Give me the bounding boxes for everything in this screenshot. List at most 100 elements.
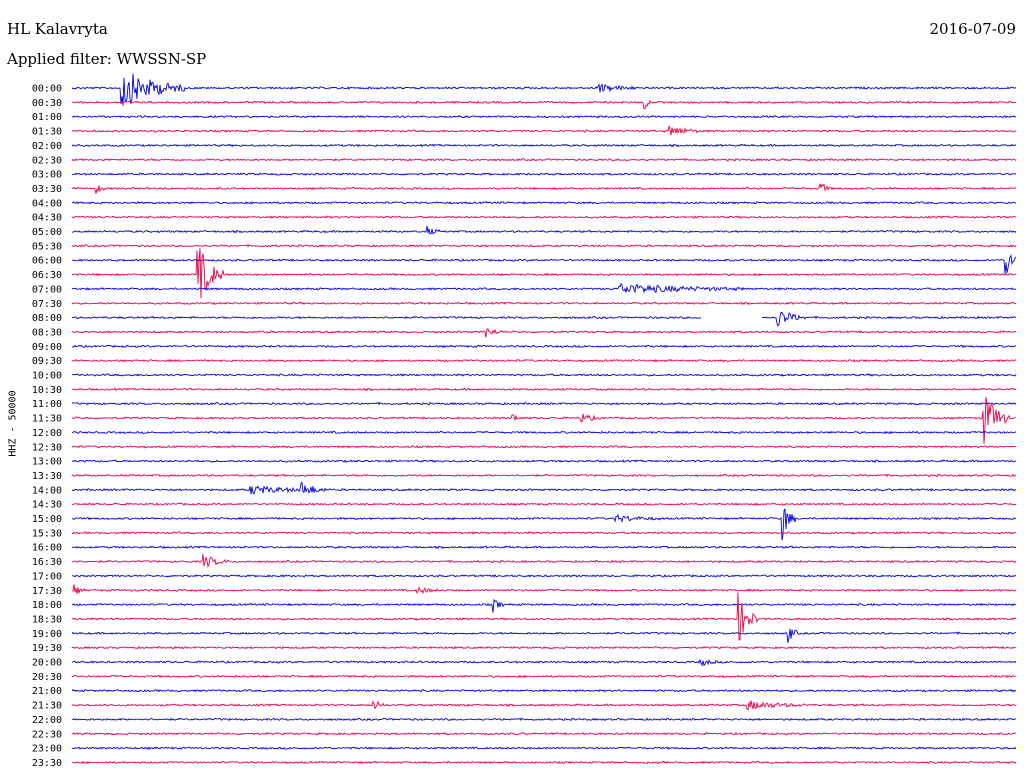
time-tick-label: 18:00: [32, 600, 62, 611]
trace-row: [71, 312, 1017, 327]
station-title: HL Kalavryta: [7, 20, 108, 38]
time-tick-label: 04:30: [32, 213, 62, 224]
time-tick-label: 16:30: [32, 557, 62, 568]
trace-row: [71, 760, 1017, 765]
time-tick-label: 19:30: [32, 643, 62, 654]
trace-row: [71, 73, 1017, 106]
time-tick-label: 09:00: [32, 342, 62, 353]
trace-row: [71, 700, 1017, 711]
time-tick-label: 18:30: [32, 614, 62, 625]
trace-row: [71, 344, 1017, 349]
trace-row: [71, 200, 1017, 205]
time-tick-label: 12:30: [32, 442, 62, 453]
trace-row: [71, 508, 1017, 541]
time-tick-label: 04:00: [32, 198, 62, 209]
trace-row: [71, 481, 1017, 495]
trace-row: [71, 172, 1017, 176]
time-tick-label: 22:30: [32, 729, 62, 740]
trace-row: [72, 531, 1017, 535]
trace-row: [71, 459, 1016, 464]
time-tick-label: 23:30: [32, 758, 62, 769]
trace-row: [71, 473, 1017, 478]
time-tick-label: 16:00: [32, 543, 62, 554]
time-tick-label: 02:30: [32, 155, 62, 166]
trace-row: [71, 430, 1017, 435]
trace-row: [71, 124, 1017, 136]
time-tick-label: 05:30: [32, 241, 62, 252]
trace-row: [71, 658, 1017, 667]
time-tick-label: 22:00: [32, 715, 62, 726]
time-tick-label: 07:00: [32, 284, 62, 295]
time-tick-label: 11:30: [32, 414, 62, 425]
date-label: 2016-07-09: [929, 20, 1016, 38]
time-tick-label: 10:30: [32, 385, 62, 396]
trace-row: [71, 243, 1017, 248]
time-tick-label: 15:30: [32, 528, 62, 539]
trace-row: [71, 99, 1017, 110]
trace-row: [71, 183, 1017, 194]
time-tick-label: 13:30: [32, 471, 62, 482]
trace-row: [71, 114, 1017, 119]
trace-row: [71, 545, 1017, 550]
trace-row: [72, 397, 1017, 444]
trace-row: [71, 584, 1017, 595]
trace-row: [71, 373, 1017, 377]
trace-row: [71, 401, 1017, 406]
trace-row: [71, 301, 1017, 306]
trace-row: [71, 573, 1017, 578]
trace-row: [71, 502, 1017, 506]
time-tick-label: 09:30: [32, 356, 62, 367]
trace-row: [71, 688, 1017, 693]
trace-row: [71, 143, 1017, 148]
time-tick-label: 00:30: [32, 98, 62, 109]
trace-row: [71, 387, 1017, 392]
time-tick-label: 20:30: [32, 672, 62, 683]
time-tick-label: 21:30: [32, 701, 62, 712]
time-tick-label: 14:30: [32, 500, 62, 511]
trace-row: [71, 444, 1017, 449]
time-tick-label: 06:00: [32, 256, 62, 267]
time-tick-label: 00:00: [32, 84, 62, 95]
trace-row: [71, 731, 1017, 736]
time-tick-label: 02:00: [32, 141, 62, 152]
time-tick-label: 03:00: [32, 170, 62, 181]
time-tick-label: 13:00: [32, 457, 62, 468]
trace-row: [71, 282, 1017, 294]
trace-row: [72, 554, 1017, 568]
trace-row: [71, 674, 1017, 679]
trace-row: [71, 358, 1017, 363]
time-tick-label: 01:30: [32, 127, 62, 138]
trace-row: [71, 157, 1017, 162]
time-tick-label: 03:30: [32, 184, 62, 195]
trace-row: [71, 592, 1017, 641]
trace-row: [71, 254, 1017, 274]
time-tick-label: 15:00: [32, 514, 62, 525]
trace-row: [71, 248, 1017, 299]
time-tick-label: 08:00: [32, 313, 62, 324]
time-tick-label: 14:00: [32, 485, 62, 496]
time-tick-label: 05:00: [32, 227, 62, 238]
time-tick-label: 20:00: [32, 658, 62, 669]
trace-row: [71, 215, 1017, 220]
time-tick-label: 11:00: [32, 399, 62, 410]
time-tick-label: 23:00: [32, 744, 62, 755]
time-tick-label: 10:00: [32, 371, 62, 382]
trace-row: [71, 717, 1017, 722]
time-tick-label: 21:00: [32, 686, 62, 697]
trace-row: [71, 328, 1017, 338]
time-tick-label: 12:00: [32, 428, 62, 439]
time-tick-label: 17:00: [32, 571, 62, 582]
time-tick-label: 07:30: [32, 299, 62, 310]
trace-row: [71, 645, 1017, 650]
time-tick-label: 19:00: [32, 629, 62, 640]
filter-label: Applied filter: WWSSN-SP: [7, 50, 207, 68]
trace-row: [72, 225, 1017, 235]
trace-row: [71, 628, 1017, 643]
time-tick-label: 06:30: [32, 270, 62, 281]
time-tick-label: 17:30: [32, 586, 62, 597]
time-tick-label: 08:30: [32, 327, 62, 338]
trace-row: [71, 598, 1017, 613]
time-tick-label: 01:00: [32, 112, 62, 123]
trace-row: [71, 746, 1017, 750]
